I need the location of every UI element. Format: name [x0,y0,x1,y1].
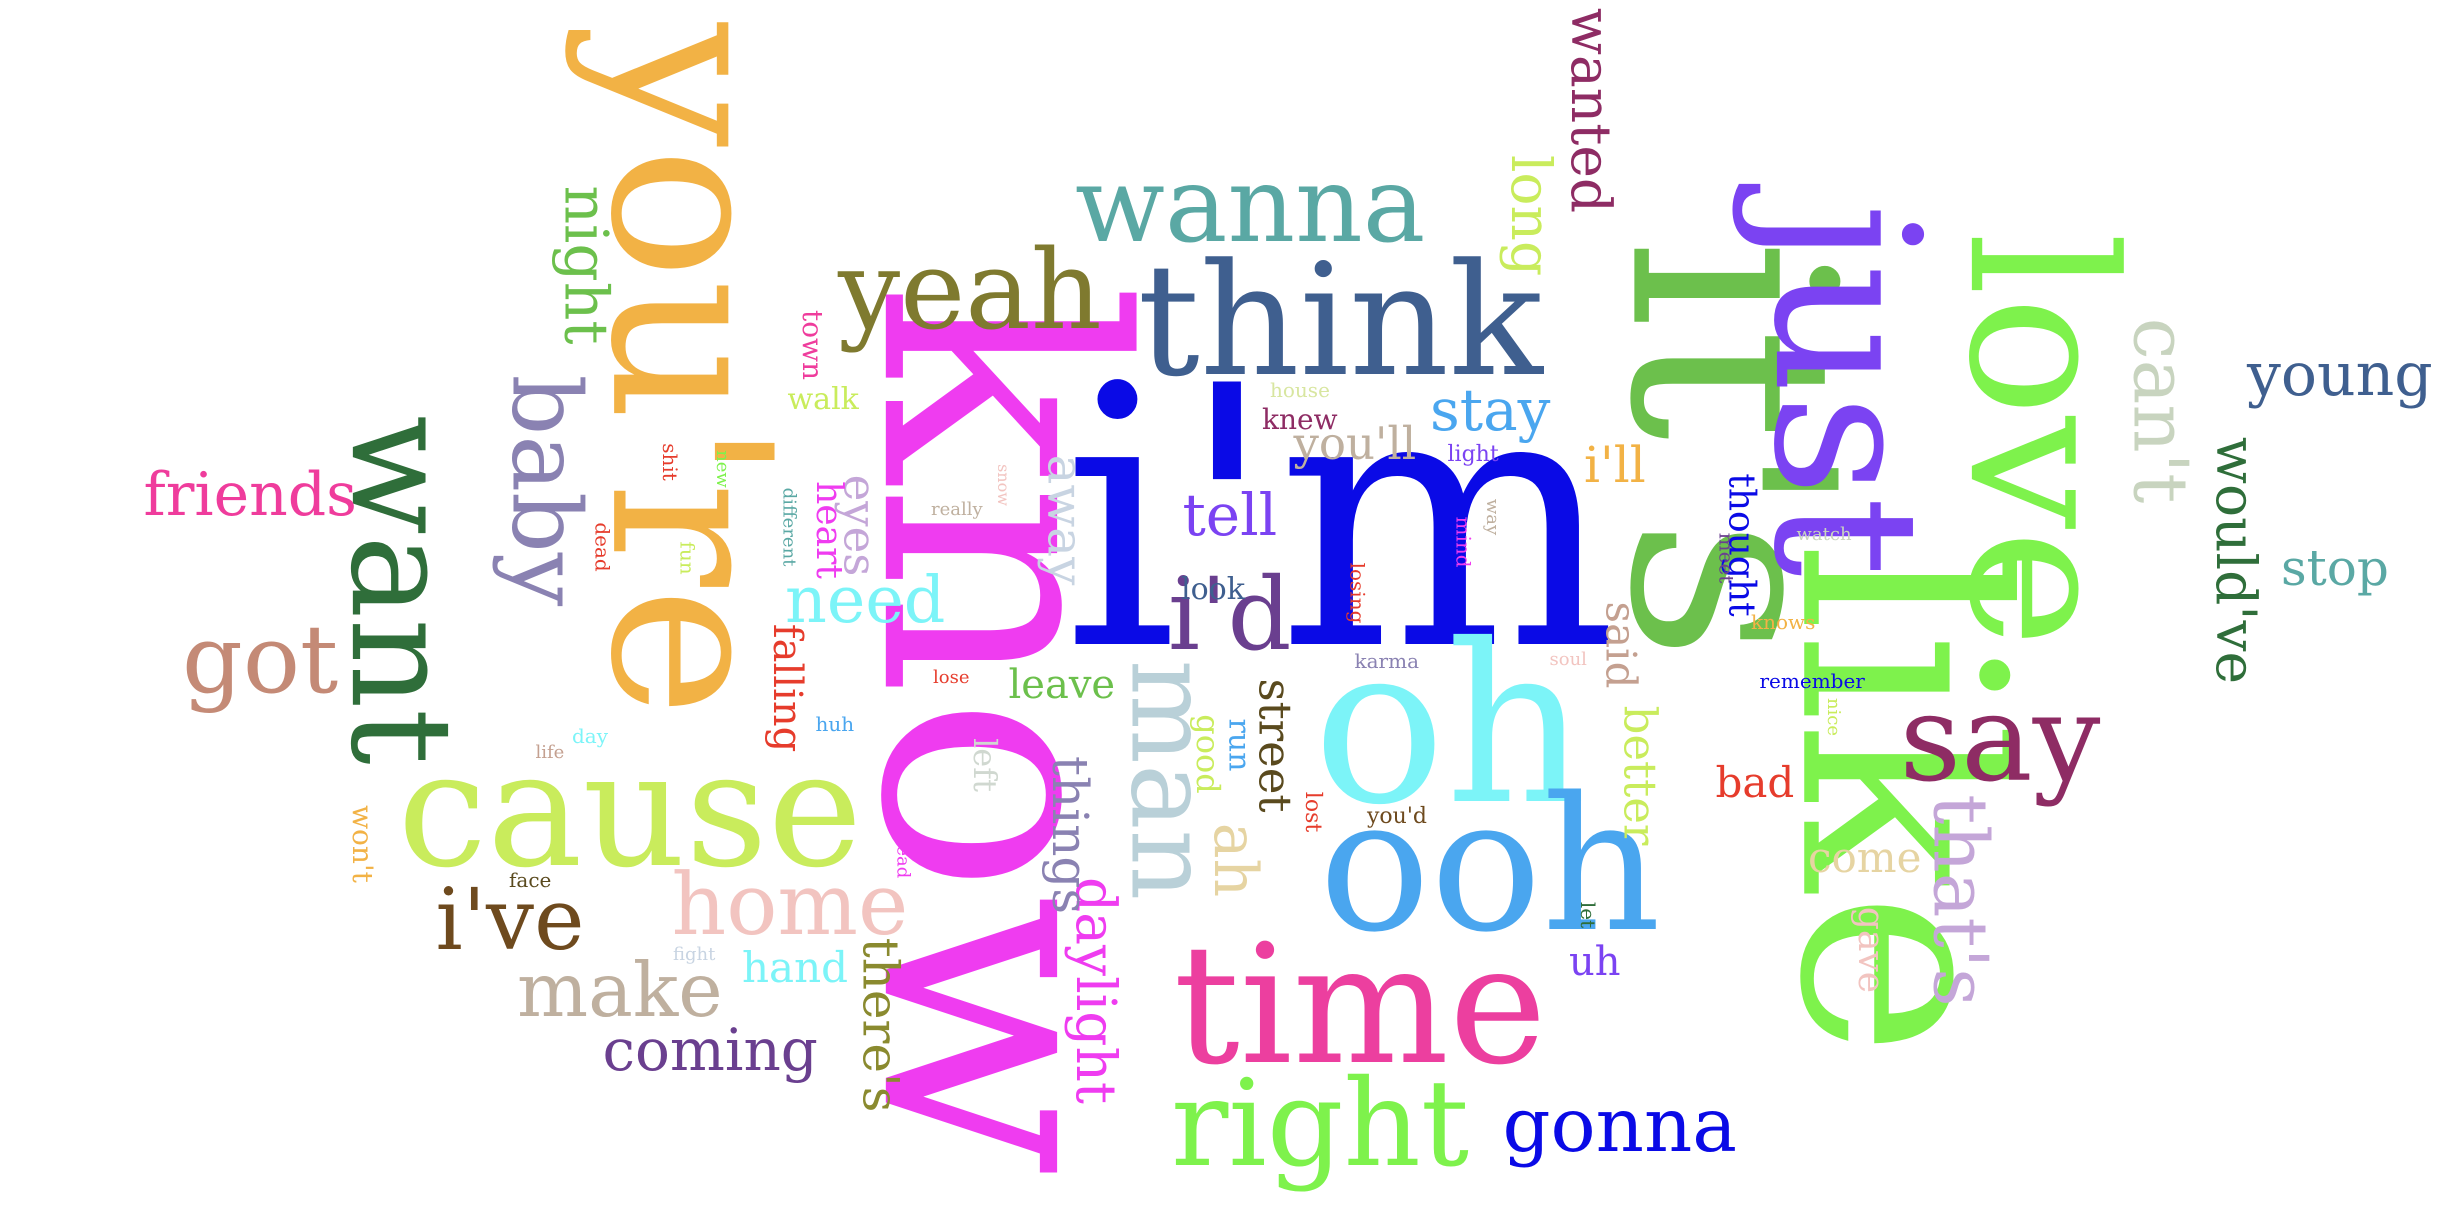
word-say: say [1899,670,2101,809]
word-fun: fun [675,541,700,575]
word-ooh: ooh [1319,756,1661,973]
word-cause: cause [397,716,863,903]
word-mind: mind [1451,516,1476,568]
word-think: think [1137,229,1543,411]
word-long: long [1498,154,1563,276]
word-shit: shit [657,443,682,481]
word-snow: snow [993,464,1013,506]
word-karma: karma [1354,649,1420,673]
word-huh: huh [815,712,855,736]
word-really: really [931,499,983,520]
word-wont: won't [345,805,379,883]
word-love: love [1923,232,2157,648]
word-ill: i'll [1584,436,1646,494]
word-night: night [550,185,620,345]
word-leave: leave [1008,662,1116,708]
word-hand: hand [742,943,849,992]
word-run: run [1220,718,1256,772]
word-right: right [1171,1055,1470,1194]
word-tell: tell [1182,481,1278,549]
word-make: make [517,945,723,1034]
word-youll: you'll [1293,416,1417,470]
word-meet: meet [1713,532,1738,584]
word-stop: stop [2281,539,2389,597]
word-wanted: wanted [1558,7,1623,213]
word-gonna: gonna [1502,1080,1738,1169]
word-ah: ah [1200,822,1271,898]
word-house: house [1270,378,1330,402]
word-street: street [1248,677,1302,813]
word-light: light [1447,442,1499,467]
word-need: need [785,562,946,638]
word-nice: nice [1823,697,1845,737]
word-let: let [1576,901,1601,929]
word-gave: gave [1850,906,1892,994]
word-im: i'm [1062,310,1618,729]
word-friends: friends [143,460,357,530]
word-town: town [796,309,830,381]
word-walk: walk [787,382,859,417]
word-lose: lose [933,667,970,688]
word-id: i'd [1168,556,1292,673]
word-lost: lost [1300,791,1326,833]
word-life: life [535,742,565,763]
word-knew: knew [1262,403,1338,436]
word-ive: i've [435,870,585,970]
word-young: young [2247,340,2433,410]
word-head: head [891,833,913,879]
word-stay: stay [1430,376,1551,444]
word-oh: oh [1313,597,1588,853]
word-bad: bad [1715,758,1795,807]
word-fight: fight [673,944,716,965]
word-watch: watch [1796,524,1852,545]
word-face: face [509,868,552,892]
word-just: just [1728,203,1962,577]
word-said: said [1595,601,1645,689]
word-losing: losing [1344,562,1369,624]
word-things: things [1041,755,1100,915]
word-different: different [777,487,799,567]
word-home: home [671,855,909,955]
word-got: got [182,604,339,715]
word-knows: knows [1751,610,1816,634]
word-dead: dead [590,522,615,572]
word-soul: soul [1549,649,1587,670]
word-thats: that's [1916,793,2005,1007]
word-coming: coming [602,1016,818,1084]
word-uh: uh [1569,939,1621,985]
word-wouldve: would've [2203,436,2268,684]
word-left: left [965,738,1004,792]
word-new: new [711,450,733,488]
word-theres: there's [850,937,909,1113]
word-youd: you'd [1367,804,1427,829]
word-way: way [1482,498,1504,536]
word-baby: baby [490,374,601,606]
word-yeah: yeah [838,226,1102,354]
word-wanna: wanna [1075,143,1426,266]
word-remember: remember [1759,669,1865,693]
word-day: day [572,724,609,748]
word-away: away [1035,454,1094,586]
word-better: better [1613,705,1667,845]
word-come: come [1808,833,1922,882]
word-falling: falling [764,623,811,753]
word-heart: heart [807,481,849,579]
word-cant: can't [2116,317,2205,503]
word-time: time [1173,908,1547,1101]
word-youre: you're [562,22,819,718]
word-look: look [1181,572,1245,607]
word-good: good [1188,714,1227,794]
